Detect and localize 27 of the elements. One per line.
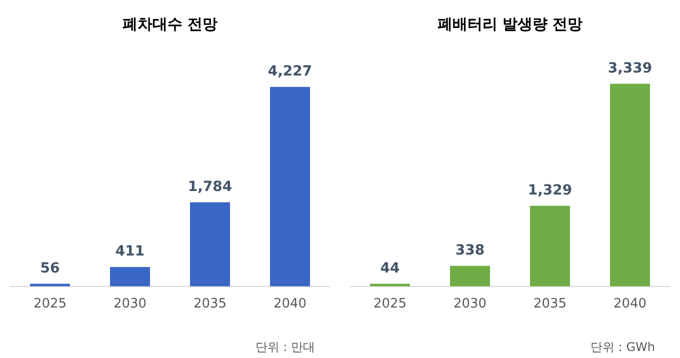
x-tick-label: 2040: [273, 296, 307, 312]
text: 단위 : GWh: [590, 340, 655, 354]
x-tick-label: 2035: [533, 296, 567, 312]
x-tick-label: 2035: [193, 296, 227, 312]
x-tick-label: 2030: [453, 296, 487, 312]
data-label: 1,329: [528, 182, 572, 198]
data-label: 338: [455, 242, 485, 259]
bar: [530, 206, 570, 286]
bar: [370, 284, 410, 286]
x-tick-label: 2025: [373, 296, 407, 312]
x-tick-label: 2040: [613, 296, 647, 312]
data-label: 56: [40, 260, 60, 276]
chart-title: 폐차대수 전망: [122, 14, 218, 33]
bar: [610, 84, 650, 286]
data-label: 1,784: [188, 178, 232, 195]
chart-title: 폐배터리 발생량 전망: [437, 14, 583, 33]
data-label: 4,227: [268, 64, 312, 80]
data-label: 3,339: [608, 60, 652, 76]
bar: [190, 202, 230, 286]
text: 단위 : 만대: [255, 340, 315, 354]
bar: [110, 267, 150, 286]
bar: [450, 266, 490, 286]
data-label: 44: [380, 260, 400, 276]
x-tick-label: 2025: [33, 296, 67, 312]
bar: [270, 86, 310, 286]
x-tick-label: 2030: [113, 296, 147, 312]
data-label: 411: [115, 244, 145, 260]
